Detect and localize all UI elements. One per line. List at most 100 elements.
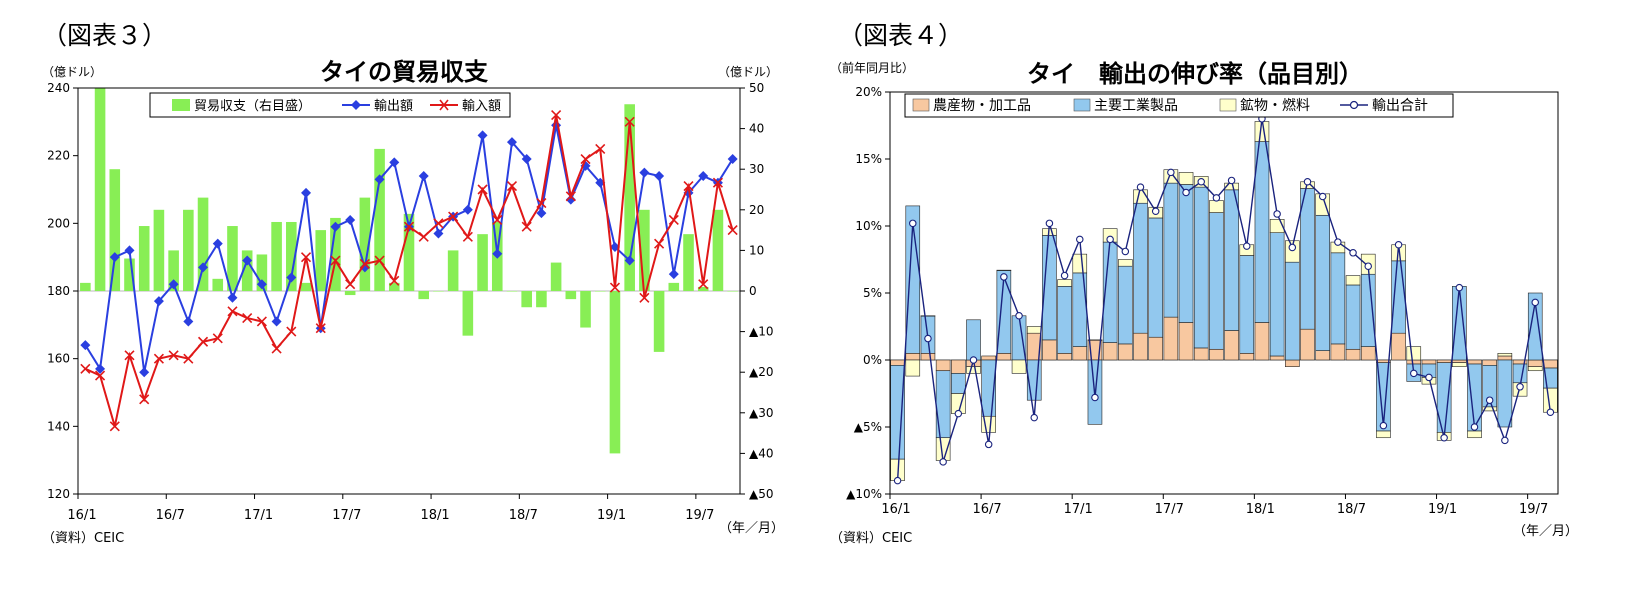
x-tick-label: 16/7 — [156, 508, 185, 523]
legend-exports-label: 輸出額 — [374, 99, 413, 114]
industrial-bar — [1255, 142, 1269, 323]
x-tick-label: 17/7 — [332, 508, 361, 523]
agri-bar — [1422, 360, 1436, 364]
balance-bar — [713, 210, 724, 291]
balance-bar — [536, 291, 547, 307]
agri-bar — [1149, 337, 1163, 360]
total-marker — [940, 459, 946, 465]
right-tick-label: ▲10 — [749, 325, 774, 339]
mineral-bar — [1118, 260, 1132, 267]
total-marker — [1441, 435, 1447, 441]
agri-bar — [1392, 333, 1406, 360]
total-marker — [1077, 236, 1083, 242]
chart3: （図表３） （億ドル） （億ドル） タイの貿易収支 12014016018020… — [42, 21, 784, 546]
chart4-label: （図表４） — [838, 21, 963, 50]
total-marker — [1046, 220, 1052, 226]
mineral-bar — [1376, 431, 1390, 438]
total-marker — [1532, 299, 1538, 305]
mineral-bar — [1498, 353, 1512, 356]
mineral-bar — [1346, 276, 1360, 285]
mineral-bar — [1468, 431, 1482, 438]
legend-total-marker — [1351, 102, 1358, 109]
total-marker — [1198, 179, 1204, 185]
agri-bar — [1301, 329, 1315, 360]
total-marker — [910, 220, 916, 226]
exports-marker — [463, 205, 473, 215]
imports-marker — [81, 364, 90, 373]
x-tick-label: 19/1 — [597, 508, 626, 523]
agri-bar — [1316, 351, 1330, 360]
mineral-bar — [1073, 254, 1087, 273]
total-marker — [1547, 409, 1553, 415]
exports-marker — [213, 239, 223, 249]
industrial-bar — [1270, 233, 1284, 356]
right-tick-label: ▲50 — [749, 487, 774, 501]
industrial-bar — [1513, 364, 1527, 383]
left-tick-label: 180 — [47, 284, 70, 298]
exports-marker — [639, 168, 649, 178]
balance-bar — [463, 291, 474, 336]
chart4-title: タイ 輸出の伸び率（品目別） — [1027, 60, 1363, 88]
industrial-bar — [1225, 190, 1239, 331]
x-tick-label: 18/7 — [509, 508, 538, 523]
total-marker — [1395, 242, 1401, 248]
total-marker — [1228, 177, 1234, 183]
exports-marker — [227, 293, 237, 303]
imports-marker — [228, 307, 237, 316]
agri-bar — [1285, 360, 1299, 367]
exports-marker — [301, 188, 311, 198]
industrial-bar — [1452, 286, 1466, 360]
chart3-source: （資料）CEIC — [42, 531, 124, 546]
balance-bar — [154, 210, 165, 291]
x-tick-label: 17/7 — [1155, 502, 1184, 517]
total-marker — [894, 477, 900, 483]
balance-bar — [139, 226, 150, 291]
x-tick-label: 16/1 — [881, 502, 910, 517]
total-marker — [1319, 193, 1325, 199]
industrial-bar — [1194, 187, 1208, 348]
industrial-bar — [1285, 262, 1299, 360]
agri-bar — [997, 353, 1011, 360]
industrial-bar — [1316, 215, 1330, 350]
total-marker — [1502, 437, 1508, 443]
balance-bar — [95, 88, 106, 291]
industrial-bar — [967, 320, 981, 360]
total-marker — [1517, 384, 1523, 390]
total-marker — [1289, 244, 1295, 250]
industrial-bar — [1164, 183, 1178, 317]
legend-industrial-swatch — [1074, 99, 1090, 111]
total-marker — [925, 335, 931, 341]
industrial-bar — [1209, 213, 1223, 350]
chart3-right-unit: （億ドル） — [718, 65, 778, 79]
chart4-x-unit: （年／月） — [1513, 524, 1578, 539]
total-marker — [1122, 248, 1128, 254]
industrial-bar — [1118, 266, 1132, 344]
agri-bar — [1255, 322, 1269, 360]
mineral-bar — [1027, 327, 1041, 334]
balance-bar — [183, 210, 194, 291]
x-tick-label: 18/7 — [1337, 502, 1366, 517]
right-tick-label: 20 — [749, 203, 764, 217]
mineral-bar — [1058, 280, 1072, 287]
legend-balance-swatch — [172, 99, 190, 111]
chart4-left-axis-ticks: ▲10%▲5%0%5%10%15%20% — [846, 85, 890, 501]
mineral-bar — [967, 367, 981, 374]
total-marker — [1183, 189, 1189, 195]
balance-bar — [566, 291, 577, 299]
legend-industrial-label: 主要工業製品 — [1094, 98, 1178, 114]
balance-bar — [418, 291, 429, 299]
industrial-bar — [1437, 363, 1451, 433]
legend-mineral-label: 鉱物・燃料 — [1240, 97, 1310, 114]
right-tick-label: 40 — [749, 122, 764, 136]
industrial-bar — [891, 365, 905, 459]
exports-marker — [345, 215, 355, 225]
chart4-legend: 農産物・加工品 主要工業製品 鉱物・燃料 輸出合計 — [905, 94, 1453, 117]
exports-marker — [728, 154, 738, 164]
agri-bar — [1164, 317, 1178, 360]
left-tick-label: 15% — [855, 152, 882, 166]
mineral-bar — [1407, 347, 1421, 360]
left-tick-label: ▲10% — [846, 487, 882, 501]
agri-bar — [1483, 360, 1497, 365]
balance-bar — [374, 149, 385, 291]
